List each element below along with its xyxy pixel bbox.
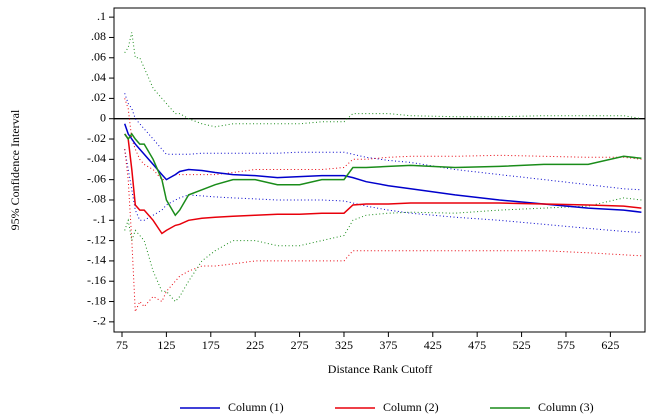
ci-line — [124, 149, 642, 312]
y-tick-label: 0 — [100, 110, 106, 124]
x-tick-label: 225 — [246, 338, 264, 352]
y-tick-label: -.1 — [93, 212, 106, 226]
ci-line — [124, 98, 642, 181]
ci-line — [124, 32, 642, 128]
y-tick-label: .06 — [91, 50, 106, 64]
y-tick-label: -.2 — [93, 314, 106, 328]
y-axis-title: 95% Confidence Interval — [8, 109, 22, 230]
y-tick-label: .1 — [97, 9, 106, 23]
x-tick-label: 525 — [513, 338, 531, 352]
x-tick-label: 275 — [291, 338, 309, 352]
y-tick-label: -.04 — [87, 151, 106, 165]
x-tick-label: 375 — [379, 338, 397, 352]
y-tick-label: -.02 — [87, 131, 106, 145]
x-tick-label: 175 — [202, 338, 220, 352]
ci-line — [124, 149, 642, 233]
y-tick-label: .08 — [91, 29, 106, 43]
y-tick-label: -.16 — [87, 273, 106, 287]
x-tick-label: 425 — [424, 338, 442, 352]
series-line — [123, 123, 642, 213]
x-tick-label: 75 — [116, 338, 128, 352]
y-tick-label: .02 — [91, 90, 106, 104]
x-tick-label: 125 — [157, 338, 175, 352]
y-tick-label: -.18 — [87, 293, 106, 307]
y-tick-label: -.08 — [87, 192, 106, 206]
x-tick-label: 475 — [468, 338, 486, 352]
x-tick-label: 325 — [335, 338, 353, 352]
x-tick-label: 575 — [557, 338, 575, 352]
series-line — [124, 133, 642, 235]
y-tick-label: -.06 — [87, 171, 106, 185]
y-tick-label: -.14 — [87, 253, 106, 267]
y-tick-label: -.12 — [87, 232, 106, 246]
legend-label: Column (3) — [538, 400, 594, 414]
plot-frame — [113, 7, 646, 333]
x-tick-label: 625 — [601, 338, 619, 352]
ci-line — [124, 93, 642, 191]
x-axis-title: Distance Rank Cutoff — [328, 362, 432, 376]
legend-label: Column (1) — [228, 400, 284, 414]
ci-line — [124, 197, 642, 303]
y-tick-label: .04 — [91, 70, 106, 84]
series-line — [124, 132, 642, 217]
legend-label: Column (2) — [383, 400, 439, 414]
